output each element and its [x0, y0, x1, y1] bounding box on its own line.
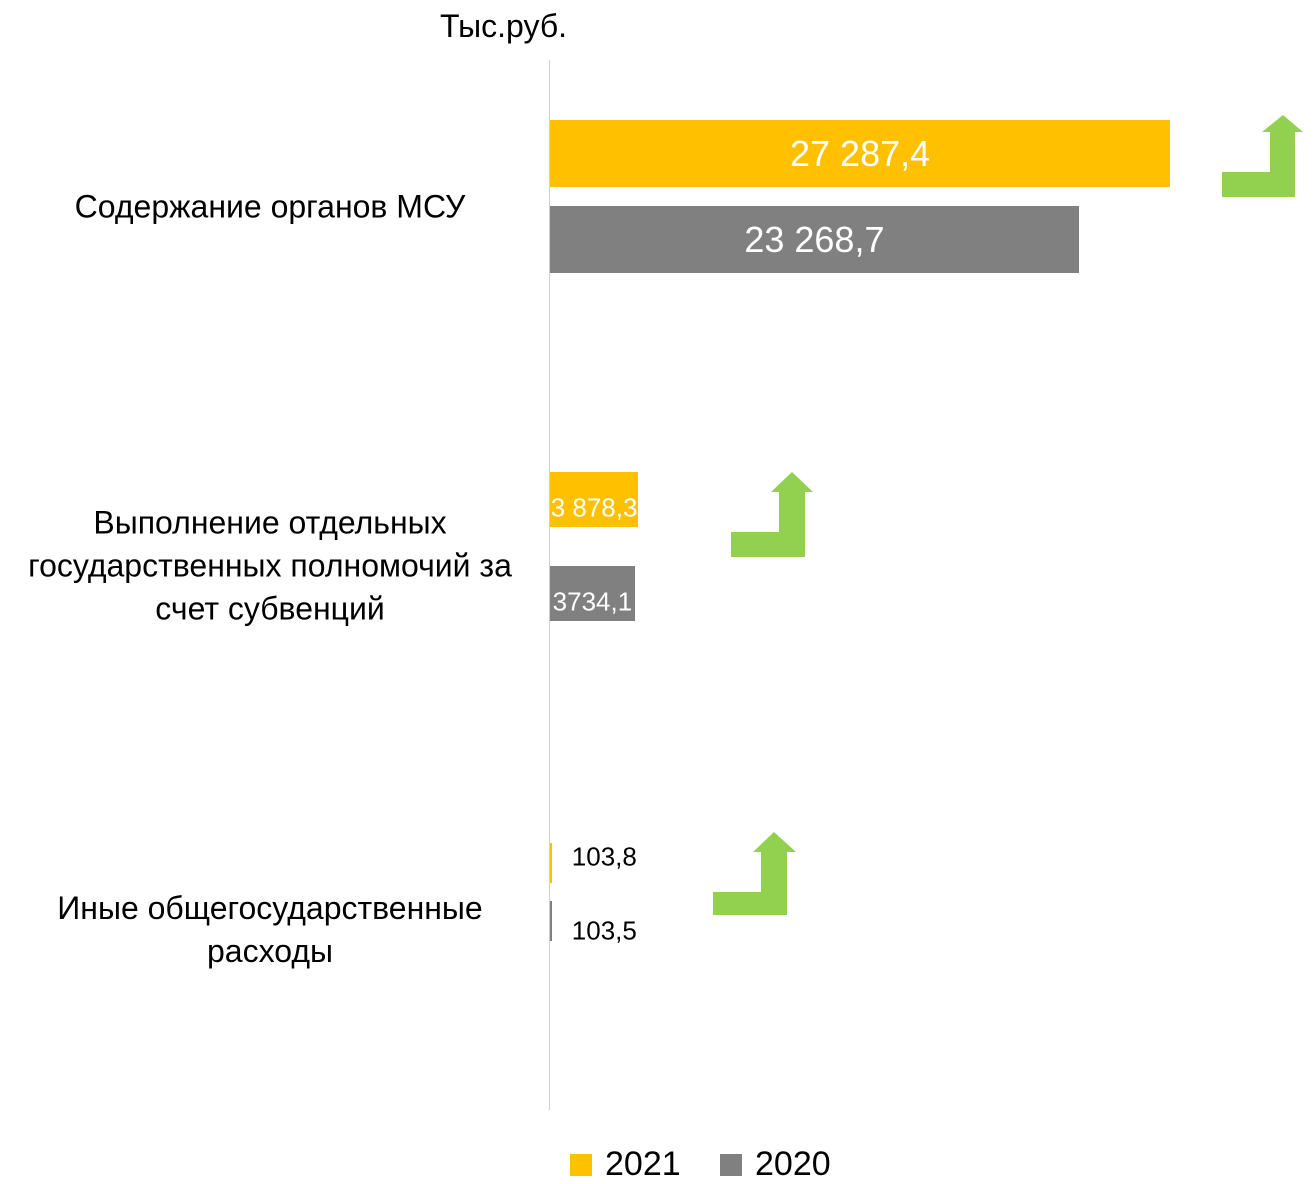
legend-label: 2020: [755, 1145, 831, 1183]
legend-label: 2021: [605, 1145, 681, 1183]
legend-swatch: [720, 1154, 742, 1176]
y-tick-label: Выполнение отдельных государственных пол…: [28, 504, 512, 627]
arrow-icon: [713, 832, 796, 915]
value-label: 27 287,4: [790, 132, 931, 174]
value-label: 103,8: [571, 841, 637, 872]
value-label: 3734,1: [552, 586, 633, 616]
bar: [550, 843, 553, 883]
bar: [550, 901, 553, 941]
bar: [550, 206, 1079, 273]
arrow-icon: [731, 472, 813, 557]
y-tick-label: Содержание органов МСУ: [74, 188, 466, 225]
value-label: 23 268,7: [744, 218, 885, 260]
y-tick-label: Иные общегосударственные расходы: [57, 890, 483, 969]
bar: [550, 120, 1171, 187]
bar: [550, 472, 639, 527]
value-label: 103,5: [571, 915, 637, 946]
axis-line: [549, 60, 550, 1110]
legend-swatch: [570, 1154, 592, 1176]
chart-title: Тыс.руб.: [440, 8, 568, 44]
arrow-icon: [1222, 115, 1303, 197]
value-label: 3 878,3: [550, 492, 638, 522]
bar: [550, 566, 635, 621]
